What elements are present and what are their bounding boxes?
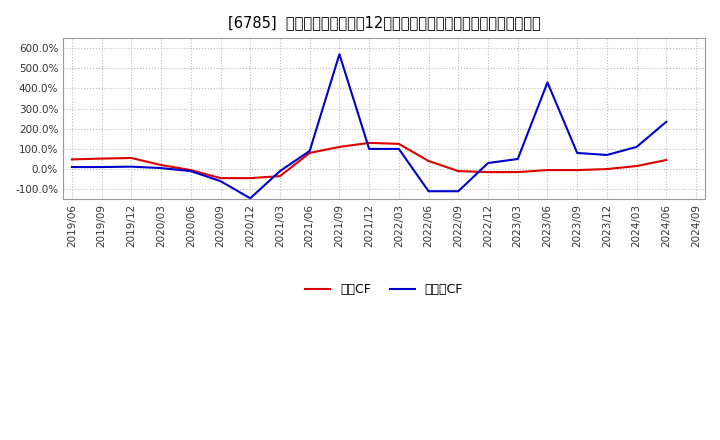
営業CF [365,140,374,146]
フリーCF [395,146,403,151]
営業CF [276,173,284,179]
フリーCF [603,152,611,158]
フリーCF [513,156,522,161]
フリーCF [454,189,463,194]
Title: [6785]  キャッシュフローの12か月移動合計の対前年同期増減率の推移: [6785] キャッシュフローの12か月移動合計の対前年同期増減率の推移 [228,15,541,30]
フリーCF [335,51,343,57]
営業CF [543,168,552,173]
フリーCF [305,148,314,154]
フリーCF [573,150,582,156]
営業CF [246,176,255,181]
フリーCF [662,119,671,125]
営業CF [305,150,314,156]
フリーCF [276,169,284,174]
営業CF [186,168,195,173]
フリーCF [424,189,433,194]
営業CF [632,163,641,169]
営業CF [127,155,135,161]
フリーCF [484,161,492,166]
営業CF [424,158,433,164]
営業CF [662,158,671,163]
フリーCF [246,196,255,201]
フリーCF [68,165,76,170]
営業CF [68,157,76,162]
営業CF [484,169,492,175]
営業CF [97,156,106,161]
フリーCF [543,80,552,85]
Line: フリーCF: フリーCF [72,54,667,198]
営業CF [603,166,611,172]
Legend: 営業CF, フリーCF: 営業CF, フリーCF [300,278,468,301]
フリーCF [216,179,225,184]
フリーCF [632,144,641,150]
営業CF [216,176,225,181]
Line: 営業CF: 営業CF [72,143,667,178]
営業CF [454,169,463,174]
フリーCF [97,165,106,170]
営業CF [395,141,403,147]
営業CF [573,168,582,173]
営業CF [513,169,522,175]
営業CF [335,144,343,150]
フリーCF [365,146,374,151]
営業CF [157,162,166,168]
フリーCF [186,169,195,174]
フリーCF [127,164,135,169]
フリーCF [157,165,166,171]
